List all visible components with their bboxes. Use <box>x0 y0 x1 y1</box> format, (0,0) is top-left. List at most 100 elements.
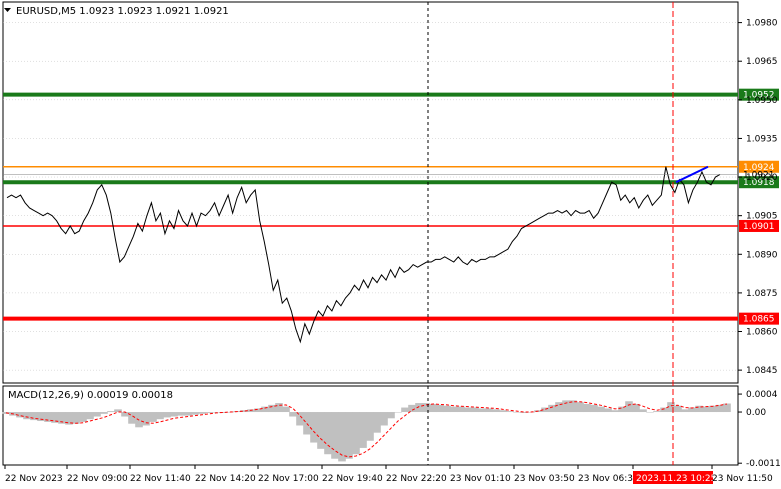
macd-bar <box>268 404 276 413</box>
macd-bar <box>191 412 199 415</box>
macd-bar <box>674 405 682 413</box>
macd-bar <box>16 412 24 418</box>
macd-bar <box>667 402 675 413</box>
price-tick-label: 1.0890 <box>746 250 778 260</box>
price-tick-label: 1.0980 <box>746 19 778 29</box>
macd-bar <box>408 404 416 413</box>
macd-bar <box>198 412 206 414</box>
macd-bar <box>23 412 31 420</box>
macd-bar <box>646 412 654 413</box>
macd-bar <box>128 412 136 424</box>
macd-bar <box>338 412 346 462</box>
time-tick-label: 22 Nov 22:20 <box>386 474 447 484</box>
level-label: 1.0918 <box>743 178 775 188</box>
macd-bar <box>366 412 374 441</box>
macd-grid <box>2 385 739 466</box>
macd-bar <box>93 412 101 417</box>
macd-bar <box>492 409 500 413</box>
macd-bar <box>163 412 171 418</box>
macd-bar <box>422 403 430 413</box>
price-tick-label: 1.0950 <box>746 96 778 106</box>
macd-bar <box>107 411 115 413</box>
time-tick-label: 22 Nov 17:00 <box>258 474 319 484</box>
macd-bar <box>478 408 486 413</box>
level-label: 1.0924 <box>743 163 775 173</box>
macd-bar <box>548 404 556 413</box>
macd-bar <box>576 402 584 413</box>
symbol-readout: EURUSD,M5 1.0923 1.0923 1.0921 1.0921 <box>16 6 229 17</box>
time-tick-label: 22 Nov 19:40 <box>322 474 383 484</box>
macd-bar <box>604 408 612 413</box>
level-label: 1.0901 <box>743 222 775 232</box>
macd-bar <box>72 412 80 424</box>
time-tick-label: 23 Nov 03:50 <box>514 474 575 484</box>
macd-bar <box>58 412 66 424</box>
macd-bar <box>359 412 367 448</box>
macd-bar <box>373 412 381 433</box>
macd-tick-label: 0.0004 <box>746 390 778 400</box>
time-tick-label: 23 Nov 01:10 <box>450 474 511 484</box>
macd-bar <box>611 410 619 413</box>
macd-bar <box>464 407 472 413</box>
price-line <box>6 166 721 344</box>
macd-bar <box>590 404 598 413</box>
macd-bar <box>520 412 528 413</box>
macd-tick-label: 0.00 <box>746 408 766 418</box>
macd-bar <box>240 410 248 413</box>
macd-signal-line <box>5 401 728 458</box>
crosshair-time-tag <box>633 471 713 484</box>
macd-bar <box>380 412 388 426</box>
price-tick-label: 1.0875 <box>746 289 778 299</box>
macd-bar <box>499 410 507 413</box>
macd-bar <box>583 403 591 413</box>
support-resistance-levels: 1.0952 1.0924 1.0918 1.0901 1.0865 <box>3 88 779 325</box>
macd-bar <box>632 403 640 413</box>
macd-bar <box>723 403 731 413</box>
macd-bar <box>170 412 178 417</box>
macd-bar <box>471 407 479 413</box>
macd-bar <box>149 412 157 422</box>
chart-overlays <box>427 2 709 465</box>
macd-bar <box>254 408 262 413</box>
macd-bar <box>401 407 409 413</box>
macd-bar <box>275 403 283 413</box>
price-pane-frame <box>2 1 739 384</box>
chevron-down-icon[interactable] <box>4 8 11 12</box>
macd-bar <box>296 412 304 426</box>
macd-bar <box>65 412 73 425</box>
macd-bar <box>331 412 339 459</box>
time-tick-label: 23 Nov 06:30 <box>578 474 639 484</box>
main-price-grid <box>2 1 739 384</box>
macd-bar <box>219 412 227 413</box>
time-tick-label: 22 Nov 14:20 <box>195 474 256 484</box>
macd-bar <box>121 412 129 417</box>
price-axis: 1.0980 1.0965 1.0950 1.0935 1.0920 1.0905 1.08… <box>738 19 778 376</box>
macd-bar <box>282 406 290 413</box>
price-tick-label: 1.0860 <box>746 328 778 338</box>
macd-bar <box>450 406 458 413</box>
macd-bar <box>618 406 626 413</box>
macd-bar <box>513 412 521 413</box>
macd-bar <box>436 404 444 413</box>
price-tick-label: 1.0935 <box>746 134 778 144</box>
macd-readout: MACD(12,26,9) 0.00019 0.00018 <box>8 390 173 401</box>
macd-tick-label: -0.00114 <box>746 459 781 469</box>
macd-bar <box>625 401 633 413</box>
macd-bar <box>653 411 661 413</box>
macd-indicator <box>2 400 731 462</box>
macd-bar <box>86 412 94 420</box>
macd-bar <box>716 404 724 413</box>
time-tick-label: 22 Nov 11:40 <box>130 474 191 484</box>
macd-bar <box>212 412 220 413</box>
macd-bar <box>51 412 59 423</box>
price-series: 1.0921 <box>3 166 775 344</box>
macd-bar <box>541 407 549 413</box>
macd-bar <box>30 412 38 421</box>
macd-bar <box>639 409 647 413</box>
time-tick-label: 22 Nov 2023 <box>5 474 63 484</box>
price-tick-label: 1.0965 <box>746 57 778 67</box>
macd-bar <box>688 407 696 413</box>
macd-bar <box>506 411 514 413</box>
level-tag <box>739 176 779 189</box>
